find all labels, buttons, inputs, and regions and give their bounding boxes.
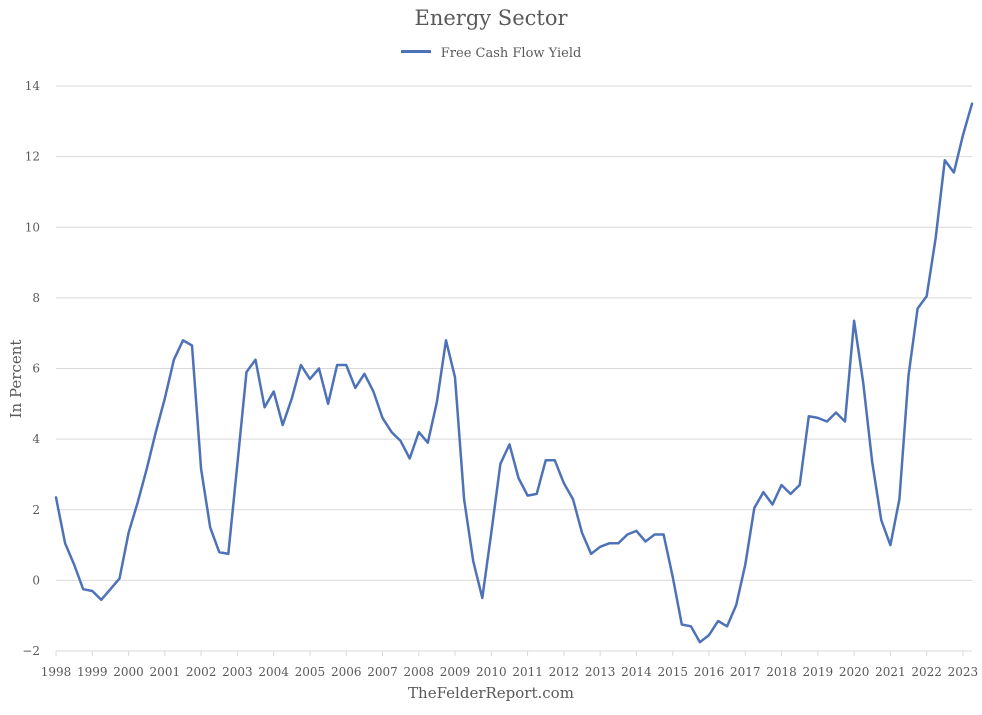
x-tick-label: 2018 <box>766 665 797 679</box>
legend-label: Free Cash Flow Yield <box>440 46 582 61</box>
x-tick-label: 2022 <box>911 665 942 679</box>
x-tick-label: 2019 <box>803 665 834 679</box>
grid-lines <box>56 85 972 652</box>
x-tick-label: 2002 <box>186 665 217 679</box>
x-tick-label: 2023 <box>948 665 979 679</box>
y-tick-label: 6 <box>32 362 40 376</box>
x-tick-label: 2017 <box>730 665 761 679</box>
series-group <box>54 102 974 644</box>
x-tick-label: 1999 <box>77 665 108 679</box>
x-tick-label: 2000 <box>113 665 144 679</box>
y-tick-label: 2 <box>32 503 40 517</box>
x-tick-label: 2009 <box>440 665 471 679</box>
x-tick-label: 2012 <box>549 665 580 679</box>
x-tick-label: 2010 <box>476 665 507 679</box>
y-tick-label: 10 <box>25 220 40 234</box>
x-tick-label: 2016 <box>694 665 725 679</box>
x-axis-label: TheFelderReport.com <box>408 684 574 702</box>
x-tick-label: 2001 <box>150 665 181 679</box>
x-tick-label: 2008 <box>403 665 434 679</box>
x-axis-ticks: 1998 1999 2000 2001 2002 2003 2004 2005 2006 2007… <box>41 651 978 679</box>
x-tick-label: 2011 <box>512 665 543 679</box>
x-tick-label: 2003 <box>222 665 253 679</box>
x-tick-label: 1998 <box>41 665 72 679</box>
x-tick-label: 2007 <box>367 665 398 679</box>
y-axis-ticks: −2 0 2 4 6 8 10 12 14 <box>22 79 40 658</box>
x-tick-label: 2014 <box>621 665 652 679</box>
x-tick-label: 2006 <box>331 665 362 679</box>
y-tick-label: 0 <box>32 573 40 587</box>
series-line-free-cash-flow-yield <box>54 102 974 644</box>
legend: Free Cash Flow Yield <box>0 46 982 61</box>
legend-swatch <box>400 50 431 53</box>
x-tick-label: 2005 <box>295 665 326 679</box>
x-tick-label: 2015 <box>657 665 688 679</box>
y-tick-label: 12 <box>25 150 40 164</box>
x-tick-label: 2013 <box>585 665 616 679</box>
y-tick-label: 4 <box>32 432 40 446</box>
x-tick-label: 2021 <box>875 665 906 679</box>
y-tick-label: −2 <box>22 644 40 658</box>
x-tick-label: 2020 <box>839 665 870 679</box>
y-tick-label: 14 <box>25 79 41 93</box>
y-tick-label: 8 <box>32 291 40 305</box>
chart-title: Energy Sector <box>414 6 568 30</box>
x-tick-label: 2004 <box>258 665 289 679</box>
